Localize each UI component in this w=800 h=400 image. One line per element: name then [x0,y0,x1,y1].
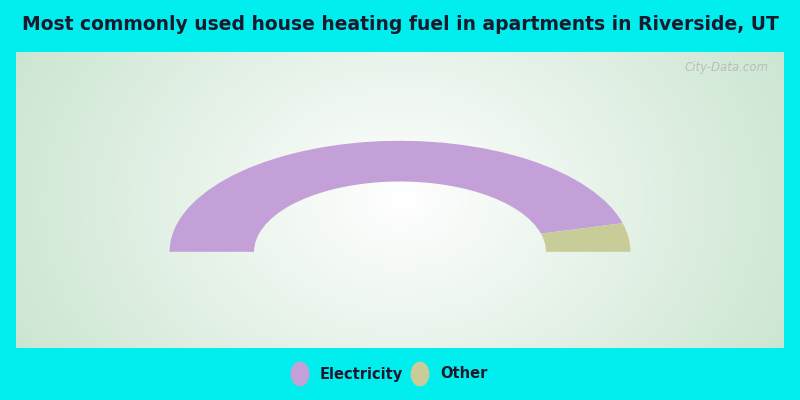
Wedge shape [170,141,622,252]
Text: City-Data.com: City-Data.com [685,61,769,74]
Text: Other: Other [440,366,487,382]
Text: Electricity: Electricity [320,366,403,382]
Ellipse shape [411,362,429,386]
Wedge shape [541,223,630,252]
Text: Most commonly used house heating fuel in apartments in Riverside, UT: Most commonly used house heating fuel in… [22,16,778,34]
Ellipse shape [291,362,309,386]
